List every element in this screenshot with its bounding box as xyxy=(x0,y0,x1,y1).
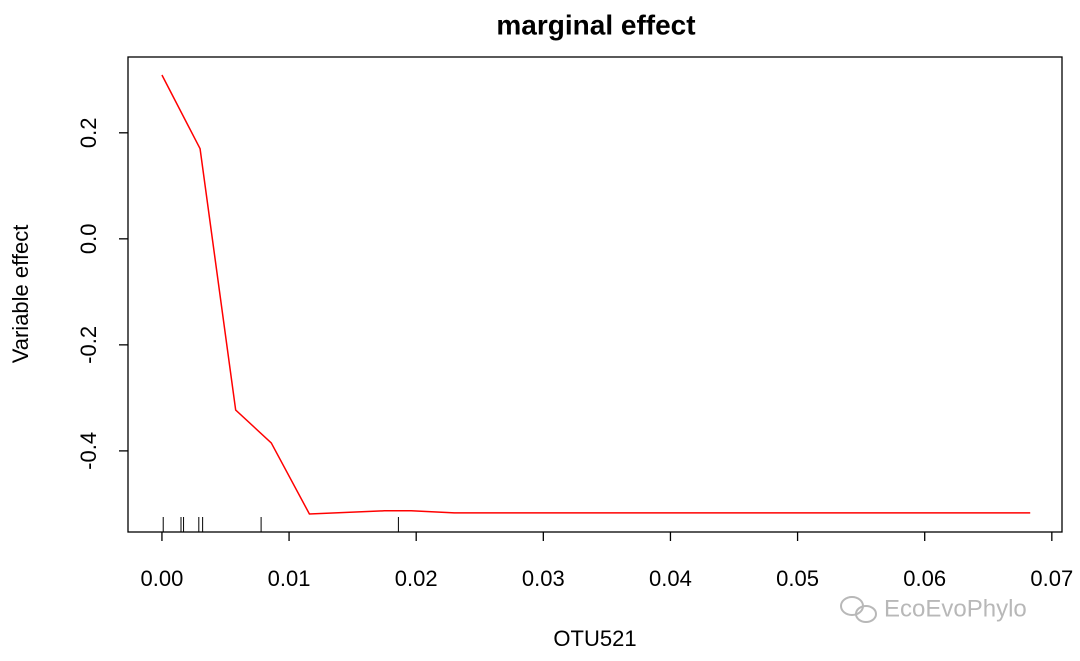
watermark: EcoEvoPhylo xyxy=(884,595,1027,622)
x-tick-label: 0.06 xyxy=(903,566,946,591)
plot-frame xyxy=(127,56,1063,533)
chart-title: marginal effect xyxy=(496,9,695,40)
x-tick-label: 0.05 xyxy=(776,566,819,591)
x-tick-label: 0.04 xyxy=(649,566,692,591)
x-axis-label: OTU521 xyxy=(553,626,636,651)
line-series xyxy=(161,74,1031,515)
y-tick-label: -0.4 xyxy=(76,432,101,470)
x-tick-label: 0.00 xyxy=(141,566,184,591)
x-tick-label: 0.03 xyxy=(522,566,565,591)
x-tick-label: 0.01 xyxy=(268,566,311,591)
y-tick-label: 0.0 xyxy=(76,224,101,255)
y-axis-label: Variable effect xyxy=(8,225,33,364)
watermark-icon xyxy=(840,596,877,623)
y-tick-label: 0.2 xyxy=(76,118,101,149)
x-tick-label: 0.02 xyxy=(395,566,438,591)
x-tick-label: 0.07 xyxy=(1030,566,1073,591)
y-tick-label: -0.2 xyxy=(76,326,101,364)
